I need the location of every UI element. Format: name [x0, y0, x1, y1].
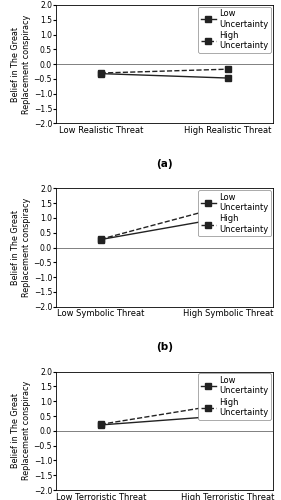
Legend: Low
Uncertainty, High
Uncertainty: Low Uncertainty, High Uncertainty [198, 6, 271, 53]
Y-axis label: Belief in The Great
Replacement conspiracy: Belief in The Great Replacement conspira… [11, 381, 31, 480]
Text: (b): (b) [156, 342, 173, 352]
Legend: Low
Uncertainty, High
Uncertainty: Low Uncertainty, High Uncertainty [198, 374, 271, 420]
Text: (a): (a) [156, 159, 173, 169]
Y-axis label: Belief in The Great
Replacement conspiracy: Belief in The Great Replacement conspira… [11, 198, 31, 297]
Y-axis label: Belief in The Great
Replacement conspiracy: Belief in The Great Replacement conspira… [11, 14, 31, 114]
Legend: Low
Uncertainty, High
Uncertainty: Low Uncertainty, High Uncertainty [198, 190, 271, 236]
